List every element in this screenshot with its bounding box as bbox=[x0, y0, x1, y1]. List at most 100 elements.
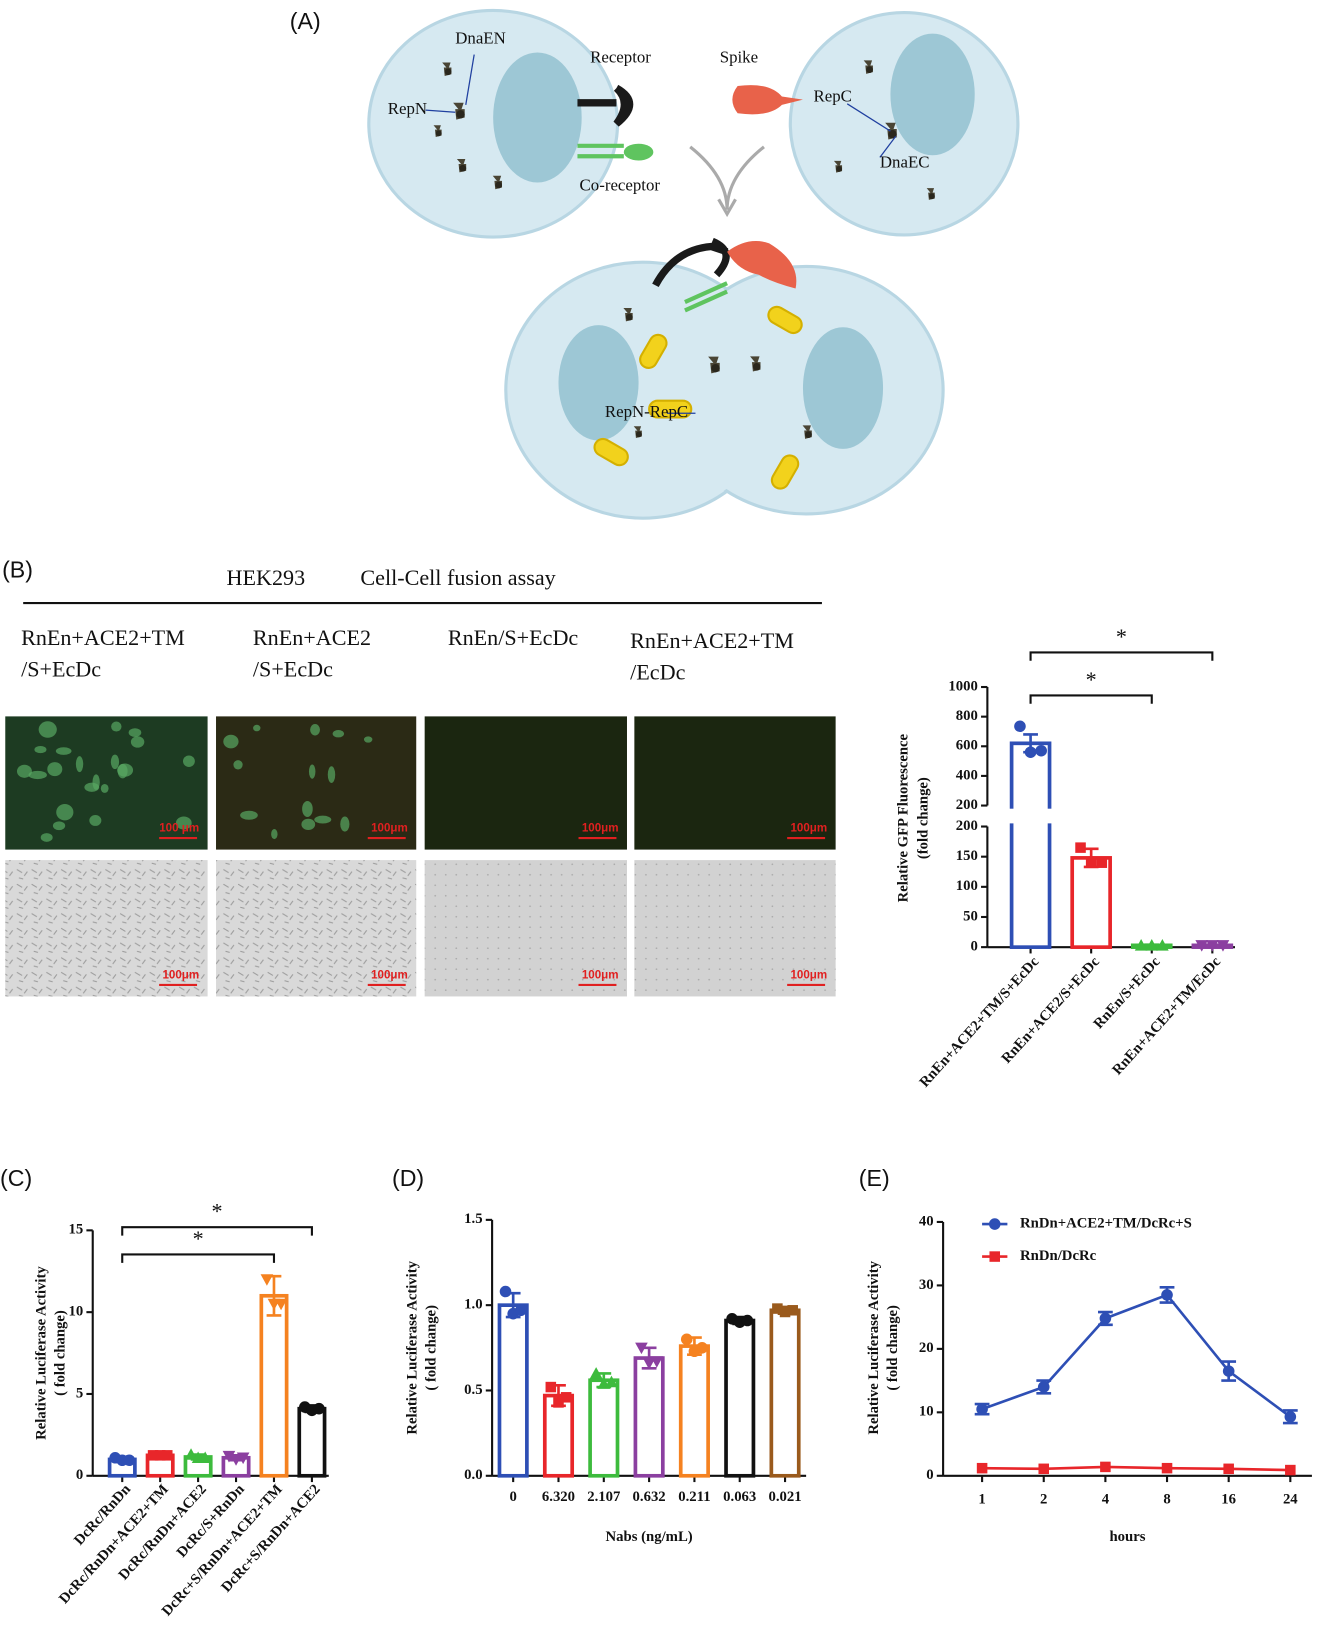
data-point bbox=[1161, 1289, 1173, 1301]
condition-label: RnEn+ACE2+TM bbox=[630, 628, 794, 653]
data-point bbox=[1223, 1463, 1234, 1475]
x-tick-label: 24 bbox=[1283, 1491, 1298, 1507]
scale-bar-label: 100μm bbox=[371, 823, 408, 835]
cell-blob bbox=[16, 764, 32, 778]
line bbox=[981, 1293, 1292, 1418]
y-tick-label: 50 bbox=[963, 908, 978, 924]
data-point bbox=[976, 1462, 988, 1474]
cell-blob bbox=[332, 729, 345, 738]
nucleus bbox=[558, 325, 639, 441]
data-point bbox=[1099, 1312, 1112, 1325]
line bbox=[982, 1465, 1291, 1472]
bar bbox=[678, 1344, 710, 1478]
co-receptor bbox=[623, 143, 654, 161]
bar bbox=[297, 1406, 327, 1478]
data-point bbox=[515, 1304, 527, 1317]
y-tick-label: 1.0 bbox=[464, 1297, 482, 1313]
diagram-label: Spike bbox=[720, 48, 758, 67]
x-axis-label: hours bbox=[1109, 1529, 1145, 1545]
bar bbox=[497, 1303, 529, 1478]
significance-label: * bbox=[193, 1226, 204, 1251]
y-axis-label: (fold change) bbox=[915, 777, 931, 859]
cell-blob bbox=[310, 724, 320, 736]
cell-blob bbox=[38, 721, 57, 738]
bar bbox=[259, 1293, 289, 1478]
cell-blob bbox=[47, 762, 63, 777]
assay-title: Cell-Cell fusion assay bbox=[360, 565, 555, 590]
bar bbox=[633, 1356, 665, 1478]
data-point bbox=[1096, 857, 1108, 868]
significance-bracket bbox=[121, 1226, 313, 1236]
y-axis-label: ( fold change) bbox=[423, 1305, 439, 1391]
nucleus bbox=[802, 327, 884, 449]
cell-blob bbox=[52, 821, 66, 831]
panel-label: (E) bbox=[859, 1165, 890, 1191]
panel-label: (C) bbox=[0, 1165, 32, 1191]
data-point bbox=[1085, 857, 1097, 868]
cell-blob bbox=[302, 800, 313, 818]
cell-blob bbox=[89, 815, 102, 826]
significance-label: * bbox=[212, 1199, 223, 1224]
data-point bbox=[1035, 744, 1047, 757]
data-point bbox=[1075, 842, 1086, 853]
scale-bar-label: 100 μm bbox=[159, 823, 199, 835]
data-point bbox=[229, 1454, 243, 1466]
y-tick-label: 30 bbox=[919, 1277, 934, 1293]
cell-line: HEK293 bbox=[227, 565, 306, 590]
y-tick-label: 10 bbox=[69, 1304, 84, 1320]
brightfield-image bbox=[634, 860, 836, 997]
data-point bbox=[1145, 939, 1159, 951]
cell-blob bbox=[75, 756, 84, 773]
x-tick-label: 1 bbox=[978, 1491, 985, 1507]
cell-blob bbox=[130, 736, 145, 748]
x-tick-label: RnEn+ACE2+TM/S+EcDc bbox=[917, 954, 1043, 1091]
fluorescence-image bbox=[216, 716, 417, 850]
scale-bar-label: 100μm bbox=[582, 823, 619, 835]
condition-label: /EcDc bbox=[630, 660, 685, 685]
cell-blob bbox=[175, 816, 192, 830]
data-point bbox=[560, 1392, 572, 1403]
data-point bbox=[787, 1305, 798, 1316]
y-tick-label: 0 bbox=[971, 939, 978, 955]
data-point bbox=[635, 1342, 648, 1355]
brightfield-image bbox=[5, 860, 208, 997]
data-point bbox=[1195, 940, 1209, 952]
x-tick-label: 0 bbox=[509, 1489, 516, 1505]
data-point bbox=[1038, 1463, 1050, 1475]
significance-label: * bbox=[1116, 624, 1127, 649]
data-point bbox=[696, 1342, 708, 1354]
arrow bbox=[689, 145, 765, 218]
scale-bar-label: 100μm bbox=[791, 970, 828, 982]
bar bbox=[724, 1318, 756, 1478]
data-point bbox=[1216, 940, 1230, 952]
y-tick-label: 1000 bbox=[948, 678, 977, 694]
panel-b-header: (B) HEK293 Cell-Cell fusion assay RnEn+A… bbox=[2, 557, 822, 685]
x-tick-label: RnEn+ACE2+TM/EcDc bbox=[1110, 954, 1225, 1079]
scale-bar-label: 100μm bbox=[791, 823, 828, 835]
brightfield-image bbox=[216, 860, 417, 997]
data-point bbox=[605, 1375, 618, 1388]
diagram-label: Receptor bbox=[590, 48, 651, 67]
y-tick-label: 600 bbox=[956, 738, 978, 754]
diagram-label: RepN-RepC bbox=[605, 402, 688, 421]
spike bbox=[732, 85, 803, 115]
data-point bbox=[741, 1314, 754, 1327]
brightfield-image bbox=[424, 860, 627, 997]
legend-label: RnDn+ACE2+TM/DcRc+S bbox=[1020, 1215, 1192, 1231]
panel-label: (D) bbox=[392, 1165, 424, 1191]
x-tick-label: 0.063 bbox=[723, 1489, 756, 1505]
y-tick-label: 0 bbox=[76, 1467, 83, 1483]
diagram-label: DnaEN bbox=[455, 29, 506, 48]
co-receptor bbox=[684, 281, 728, 313]
y-tick-label: 150 bbox=[956, 848, 978, 864]
y-tick-label: 1.5 bbox=[464, 1211, 482, 1227]
y-axis-label: Relative GFP Fluorescence bbox=[895, 733, 911, 902]
data-point bbox=[313, 1402, 325, 1415]
data-point bbox=[680, 1333, 693, 1346]
data-point bbox=[198, 1451, 212, 1464]
bar bbox=[769, 1308, 801, 1478]
cell-blob bbox=[240, 810, 258, 820]
condition-label: /S+EcDc bbox=[253, 656, 333, 681]
cell-blob bbox=[111, 721, 122, 732]
